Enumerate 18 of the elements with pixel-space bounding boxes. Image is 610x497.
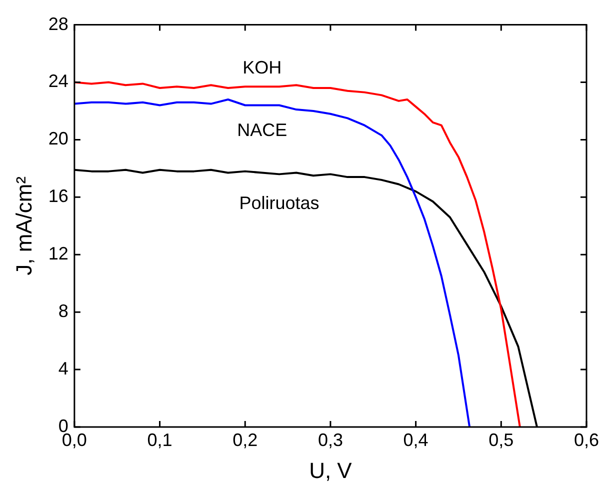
- x-tick-label: 0,3: [318, 430, 343, 450]
- series-label: NACE: [237, 120, 288, 140]
- y-tick-label: 24: [48, 71, 68, 92]
- y-tick-label: 16: [48, 186, 68, 206]
- x-tick-label: 0,2: [232, 430, 258, 450]
- x-tick-label: 0,5: [488, 430, 514, 450]
- y-tick-label: 12: [48, 244, 68, 264]
- y-tick-label: 20: [48, 128, 68, 149]
- x-tick-label: 0,4: [403, 430, 428, 450]
- x-axis-title: U, V: [309, 458, 352, 483]
- x-tick-label: 0,6: [574, 430, 600, 450]
- y-axis-title: J, mA/cm²: [11, 176, 36, 276]
- y-tick-label: 28: [48, 14, 68, 34]
- y-tick-label: 4: [58, 358, 68, 379]
- series-label: KOH: [242, 58, 282, 78]
- y-tick-label: 8: [58, 301, 68, 322]
- series-label: Poliruotas: [239, 193, 320, 214]
- x-tick-label: 0,1: [147, 430, 172, 450]
